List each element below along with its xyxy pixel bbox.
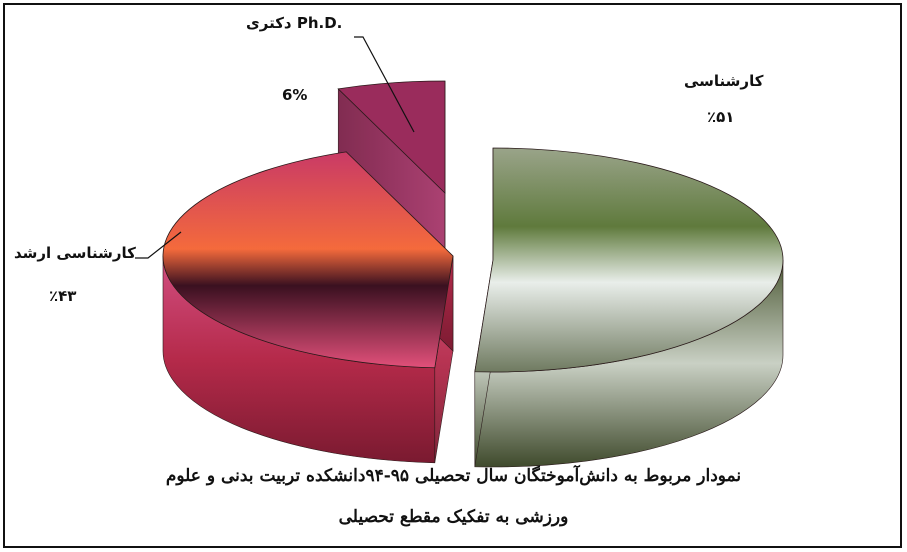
- label-masters-name: کارشناسی ارشد: [14, 244, 136, 262]
- slice-phd-top: [337, 80, 446, 194]
- leader-line-masters: [135, 231, 182, 259]
- leader-line-phd: [354, 36, 415, 133]
- label-phd-name: دکتری Ph.D.: [246, 14, 343, 32]
- slice-bachelor-top: [474, 147, 784, 373]
- label-masters-value: ٪۴۳: [49, 287, 77, 305]
- chart-caption-line-1: نمودار مربوط به دانش‌آموختگان سال تحصیلی…: [165, 466, 742, 486]
- label-phd-value: 6%: [282, 86, 308, 104]
- chart-caption-line-2: ورزشی به تفکیک مقطع تحصیلی: [338, 507, 569, 527]
- label-bachelor-name: کارشناسی: [684, 72, 764, 90]
- label-bachelor-value: ٪۵۱: [707, 108, 735, 126]
- slice-masters-top: [162, 151, 454, 369]
